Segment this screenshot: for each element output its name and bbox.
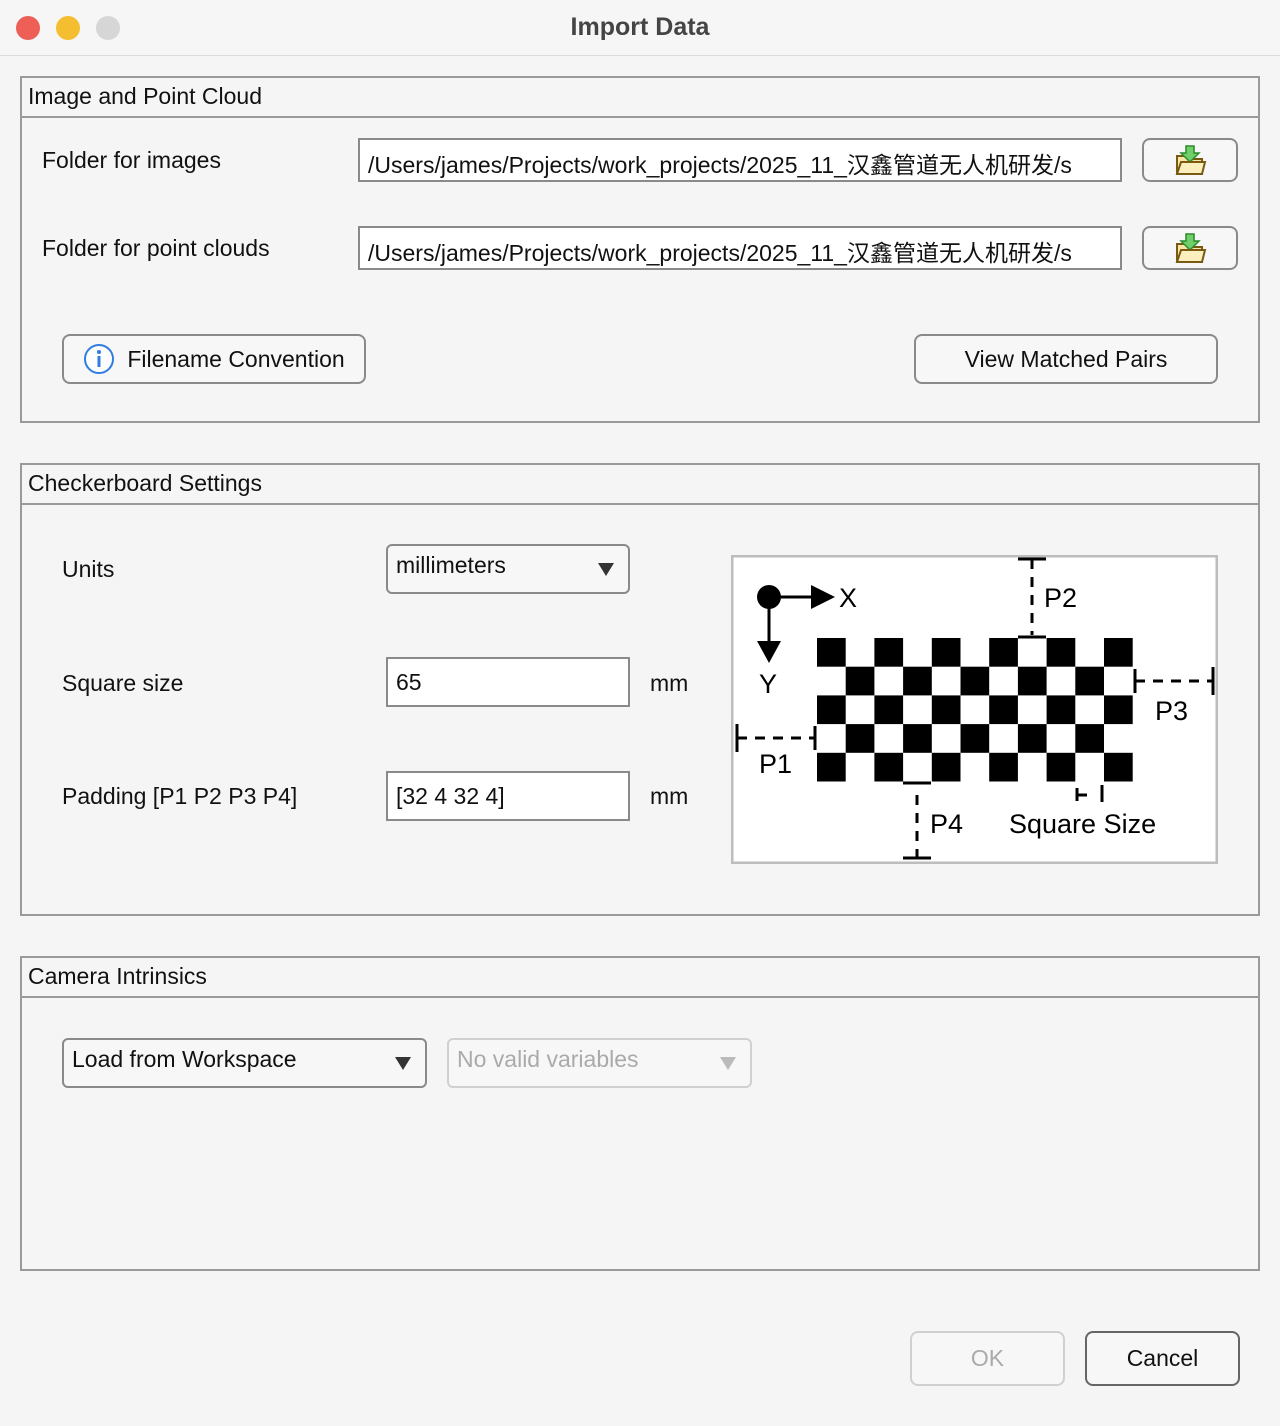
- chevron-down-icon: [720, 1057, 736, 1070]
- y-axis-label: Y: [759, 669, 777, 699]
- close-window-button[interactable]: [16, 16, 40, 40]
- panel-title: Camera Intrinsics: [22, 958, 1258, 998]
- checkerboard-squares: [817, 638, 1133, 782]
- window-title: Import Data: [570, 13, 710, 41]
- images-folder-input[interactable]: /Users/james/Projects/work_projects/2025…: [358, 138, 1122, 182]
- workspace-variable-dropdown[interactable]: No valid variables: [447, 1038, 752, 1088]
- square-size-caption: Square Size: [1009, 809, 1156, 839]
- checker-square: [874, 752, 904, 782]
- checker-square: [817, 638, 846, 667]
- units-label: Units: [62, 556, 115, 582]
- panel-title: Image and Point Cloud: [22, 78, 1258, 118]
- checker-square: [1104, 695, 1133, 725]
- filename-convention-button[interactable]: Filename Convention: [62, 334, 366, 384]
- checker-square: [1104, 638, 1133, 667]
- checker-square: [1046, 752, 1076, 782]
- folder-import-icon: [1175, 233, 1207, 263]
- camera-intrinsics-panel: Camera Intrinsics: [20, 956, 1260, 1271]
- browse-point-clouds-button[interactable]: [1142, 226, 1238, 270]
- padding-label: Padding [P1 P2 P3 P4]: [62, 783, 298, 809]
- checker-square: [1017, 724, 1047, 753]
- title-bar: Import Data: [0, 0, 1280, 56]
- p2-label: P2: [1044, 583, 1077, 613]
- checker-square: [903, 724, 932, 753]
- view-matched-pairs-button[interactable]: View Matched Pairs: [914, 334, 1218, 384]
- checker-square: [931, 695, 961, 725]
- p3-label: P3: [1155, 696, 1188, 726]
- panel-title: Checkerboard Settings: [22, 465, 1258, 505]
- minimize-window-button[interactable]: [56, 16, 80, 40]
- ok-button[interactable]: OK: [910, 1331, 1065, 1386]
- padding-input[interactable]: [32 4 32 4]: [386, 771, 630, 821]
- checker-square: [1075, 666, 1104, 696]
- filename-convention-label: Filename Convention: [127, 345, 345, 372]
- checker-square: [817, 752, 846, 782]
- checker-square: [989, 695, 1018, 725]
- y-arrow-icon: [757, 641, 781, 663]
- checker-square: [845, 666, 875, 696]
- p1-label: P1: [759, 749, 792, 779]
- chevron-down-icon: [598, 563, 614, 576]
- checker-square: [1046, 638, 1076, 667]
- checker-square: [960, 724, 990, 753]
- images-folder-label: Folder for images: [42, 147, 221, 173]
- checker-square: [989, 638, 1018, 667]
- info-icon: [84, 344, 115, 374]
- square-size-input[interactable]: 65: [386, 657, 630, 707]
- folder-import-icon: [1175, 145, 1207, 175]
- browse-images-button[interactable]: [1142, 138, 1238, 182]
- x-axis-label: X: [839, 583, 857, 613]
- intrinsics-source-value: Load from Workspace: [72, 1046, 297, 1072]
- point-clouds-folder-input[interactable]: /Users/james/Projects/work_projects/2025…: [358, 226, 1122, 270]
- workspace-variable-value: No valid variables: [457, 1046, 639, 1072]
- checker-square: [1104, 752, 1133, 782]
- checker-square: [1017, 666, 1047, 696]
- intrinsics-source-dropdown[interactable]: Load from Workspace: [62, 1038, 427, 1088]
- p4-label: P4: [930, 809, 963, 839]
- checkerboard-diagram: X Y P2 P3 P1 P4 Square Size: [731, 555, 1218, 864]
- checker-square: [845, 724, 875, 753]
- checker-square: [960, 666, 990, 696]
- checker-square: [931, 752, 961, 782]
- padding-unit: mm: [650, 783, 689, 809]
- checkerboard-settings-panel: Checkerboard Settings: [20, 463, 1260, 916]
- square-size-unit: mm: [650, 670, 689, 696]
- chevron-down-icon: [395, 1057, 411, 1070]
- cancel-button[interactable]: Cancel: [1085, 1331, 1240, 1386]
- checker-square: [1046, 695, 1076, 725]
- square-size-label: Square size: [62, 670, 184, 696]
- checker-square: [989, 752, 1018, 782]
- checker-square: [1075, 724, 1104, 753]
- checker-square: [931, 638, 961, 667]
- checker-square: [874, 638, 904, 667]
- x-arrow-icon: [811, 585, 835, 609]
- point-clouds-folder-label: Folder for point clouds: [42, 235, 270, 261]
- units-dropdown[interactable]: millimeters: [386, 544, 630, 594]
- zoom-window-button[interactable]: [96, 16, 120, 40]
- units-value: millimeters: [396, 552, 506, 578]
- checker-square: [874, 695, 904, 725]
- checker-square: [817, 695, 846, 725]
- checker-square: [903, 666, 932, 696]
